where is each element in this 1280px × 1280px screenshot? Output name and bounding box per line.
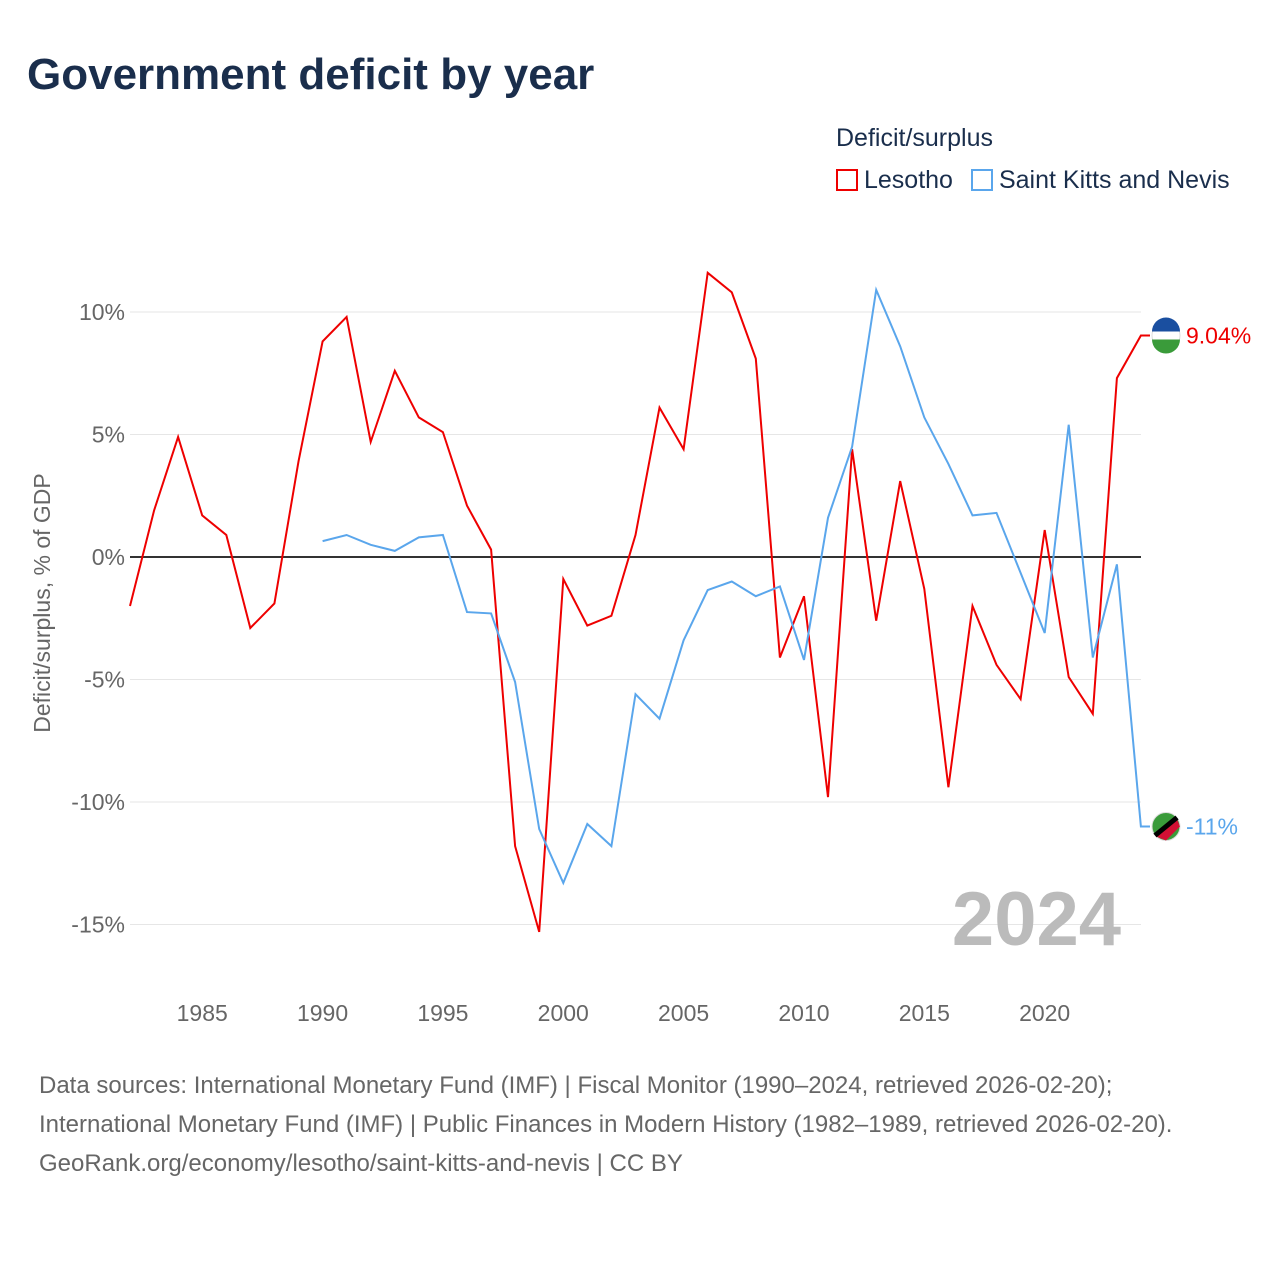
y-tick-label: -15% (71, 912, 125, 938)
x-tick-label: 2005 (658, 1000, 709, 1026)
legend-item-lesotho[interactable]: Lesotho (836, 166, 953, 195)
page-title: Government deficit by year (27, 50, 595, 99)
legend-swatch (836, 169, 858, 191)
legend-title: Deficit/surplus (836, 124, 993, 152)
x-tick-label: 2010 (778, 1000, 829, 1026)
legend: Lesotho Saint Kitts and Nevis (836, 166, 1230, 195)
x-tick-label: 1995 (417, 1000, 468, 1026)
end-value-label: 9.04% (1186, 323, 1251, 349)
source-link[interactable]: GeoRank.org/economy/lesotho/saint-kitts-… (39, 1150, 683, 1177)
footer: Data sources: International Monetary Fun… (39, 1066, 1239, 1183)
x-tick-label: 1985 (177, 1000, 228, 1026)
x-tick-label: 2015 (899, 1000, 950, 1026)
legend-swatch (970, 169, 993, 191)
legend-label: Saint Kitts and Nevis (998, 166, 1230, 194)
end-value-label: -11% (1186, 814, 1238, 840)
y-tick-label: -10% (71, 789, 125, 815)
x-tick-label: 2000 (538, 1000, 589, 1026)
x-tick-label: 1990 (297, 1000, 348, 1026)
y-tick-label: 10% (79, 299, 125, 325)
flag-part (1153, 815, 1179, 838)
y-tick-label: -5% (84, 667, 125, 693)
year-label: 2024 (952, 877, 1121, 962)
y-tick-label: 5% (92, 422, 125, 448)
y-tick-label: 0% (92, 544, 125, 570)
flag-part (1152, 339, 1181, 354)
series-line-skn (322, 286, 1150, 886)
legend-label: Lesotho (864, 166, 953, 194)
series-line-lesotho (129, 270, 1150, 933)
x-tick-label: 2020 (1019, 1000, 1070, 1026)
y-axis-label: Deficit/surplus, % of GDP (29, 473, 55, 732)
legend-item-skn[interactable]: Saint Kitts and Nevis (970, 166, 1230, 195)
data-sources: Data sources: International Monetary Fun… (39, 1072, 1173, 1138)
flag-part (1152, 317, 1181, 332)
chart: 10% 5% 0% -5% -10% -15% 1985 1990 1995 2000 2005 20… (29, 270, 1251, 1026)
